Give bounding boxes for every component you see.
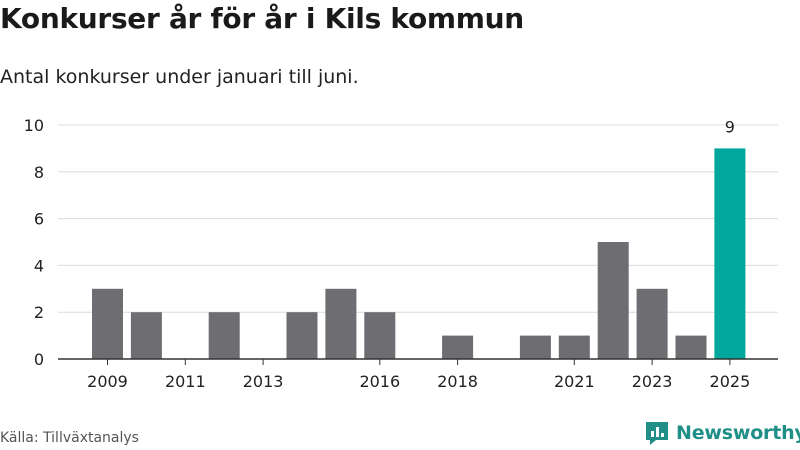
bar-2014: [286, 312, 318, 359]
bar-2018: [442, 335, 474, 359]
logo-text: Newsworthy: [676, 422, 800, 444]
x-tick-label: 2021: [554, 372, 595, 391]
bar-2022: [597, 242, 629, 359]
x-tick-label: 2009: [87, 372, 128, 391]
bar-chart: 0 2 4 6 8 10 2009 2011 2013 2016 2018 2021 2023 2025 9: [24, 116, 778, 391]
y-tick-label: 2: [34, 303, 44, 322]
bar-2024: [675, 335, 707, 359]
newsworthy-logo: Newsworthy: [644, 420, 800, 446]
y-tick-label: 6: [34, 210, 44, 229]
x-tick-label: 2025: [710, 372, 751, 391]
bar-2009: [92, 288, 123, 359]
chart-subtitle: Antal konkurser under januari till juni.: [0, 66, 359, 88]
data-label-2025: 9: [725, 117, 735, 136]
y-tick-label: 4: [34, 256, 44, 275]
chart-title: Konkurser år för år i Kils kommun: [0, 2, 524, 35]
x-tick-label: 2018: [437, 372, 478, 391]
bar-2012: [208, 312, 240, 359]
source-note: Källa: Tillväxtanalys: [0, 430, 139, 446]
x-tick-label: 2013: [243, 372, 284, 391]
bar-2023: [636, 288, 668, 359]
x-tick-label: 2011: [165, 372, 206, 391]
x-tick-label: 2023: [632, 372, 673, 391]
bar-2010: [130, 312, 162, 359]
newsworthy-icon: [646, 422, 668, 445]
bar-2021: [558, 335, 590, 359]
bar-2020: [519, 335, 551, 359]
x-tick-label: 2016: [359, 372, 400, 391]
y-tick-label: 8: [34, 163, 44, 182]
bar-2015: [325, 288, 357, 359]
bar-2016: [364, 312, 396, 359]
y-tick-label: 0: [34, 350, 44, 369]
bar-2025: [714, 148, 746, 359]
y-tick-label: 10: [24, 116, 44, 135]
